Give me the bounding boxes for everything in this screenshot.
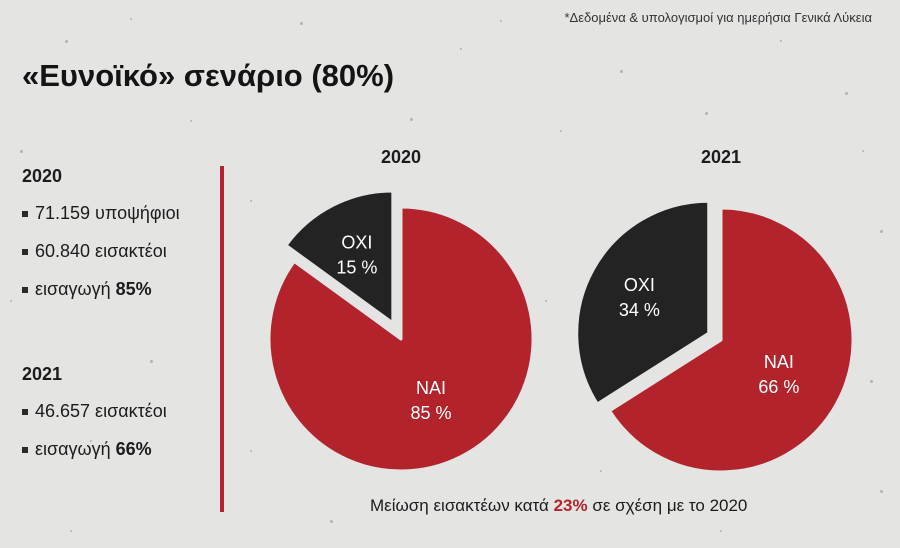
stat-admission-2020: εισαγωγή 85% (22, 279, 180, 300)
speck (870, 380, 873, 383)
pie-slice-no (284, 189, 395, 325)
pie-slice-yes (608, 206, 855, 474)
speck (780, 40, 782, 42)
bullet-icon (22, 408, 28, 415)
stats-panel: 2020 71.159 υποψήφιοι 60.840 εισακτέοι ε… (22, 166, 180, 460)
summary-prefix: Μείωση εισακτέων κατά (370, 496, 549, 515)
speck (65, 40, 68, 43)
pie-slice-no (575, 199, 711, 406)
speck (300, 22, 303, 25)
speck (460, 48, 462, 50)
stat-candidates-2020: 71.159 υποψήφιοι (22, 203, 180, 224)
speck (90, 440, 92, 442)
slice-value: 85 % (410, 403, 451, 423)
speck (705, 112, 708, 115)
speck (150, 360, 153, 363)
speck (70, 530, 72, 532)
year-heading-2020: 2020 (22, 166, 63, 186)
speck (545, 300, 547, 302)
speck (620, 70, 623, 73)
speck (500, 20, 502, 22)
slice-value: 66 % (758, 377, 799, 397)
summary-highlight: 23% (553, 496, 588, 515)
bullet-icon (22, 286, 28, 293)
stat-value: 85% (115, 279, 152, 299)
summary-note: Μείωση εισακτέων κατά 23% σε σχέση με το… (370, 496, 747, 516)
speck (560, 130, 562, 132)
stat-text: εισαγωγή (35, 279, 111, 299)
bullet-icon (22, 210, 28, 217)
page-title: «Ευνοϊκό» σενάριο (80%) (22, 58, 395, 93)
slice-label: ΟΧΙ (624, 275, 655, 295)
slice-value: 15 % (336, 257, 377, 277)
speck (190, 120, 192, 122)
speck (130, 18, 132, 20)
speck (862, 150, 864, 152)
slice-label: ΝΑΙ (416, 378, 446, 398)
stat-admission-2021: εισαγωγή 66% (22, 439, 180, 460)
speck (880, 230, 883, 233)
divider-line (220, 166, 224, 512)
stat-admitted-2021: 46.657 εισακτέοι (22, 401, 180, 422)
stat-text: 46.657 εισακτέοι (35, 401, 167, 421)
summary-suffix: σε σχέση με το 2020 (592, 496, 748, 515)
stat-text: εισαγωγή (35, 439, 111, 459)
speck (20, 150, 23, 153)
bullet-icon (22, 446, 28, 453)
bullet-icon (22, 248, 28, 255)
speck (330, 520, 333, 523)
speck (845, 92, 848, 95)
pie-slice-yes (267, 205, 535, 473)
slice-label: ΝΑΙ (764, 352, 794, 372)
speck (250, 450, 252, 452)
stat-text: 71.159 υποψήφιοι (35, 203, 180, 223)
stat-value: 66% (115, 439, 152, 459)
pie-chart-2020: 2020 ΝΑΙ 85 % ΟΧΙ 15 % (267, 147, 535, 473)
pie-chart-2021: 2021 ΝΑΙ 66 % ΟΧΙ 34 % (575, 147, 855, 474)
speck (880, 490, 883, 493)
slice-value: 34 % (619, 300, 660, 320)
speck (410, 118, 413, 121)
slice-label: ΟΧΙ (341, 232, 372, 252)
year-heading-2021: 2021 (22, 364, 63, 384)
speck (720, 530, 722, 532)
speck (380, 80, 382, 82)
speck (600, 470, 602, 472)
footnote: *Δεδομένα & υπολογισμοί για ημερήσια Γεν… (564, 10, 872, 25)
speck (250, 200, 252, 202)
chart-title: 2021 (701, 147, 741, 167)
speck (10, 300, 12, 302)
stat-admitted-2020: 60.840 εισακτέοι (22, 241, 180, 262)
chart-title: 2020 (381, 147, 421, 167)
stat-text: 60.840 εισακτέοι (35, 241, 167, 261)
